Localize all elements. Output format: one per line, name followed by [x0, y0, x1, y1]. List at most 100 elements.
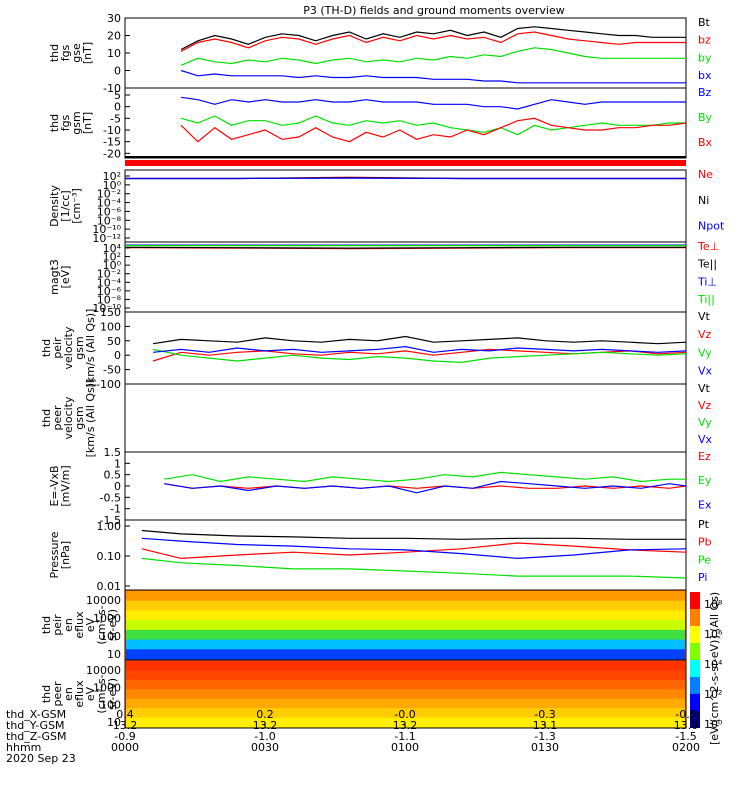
ytick-fgs-gse-0: -10 — [103, 82, 121, 95]
heatmap-band-ion-eflux-1 — [126, 600, 685, 611]
ytick-pressure-2: 0.01 — [97, 580, 122, 593]
series-fgs-gsm-By — [180, 115, 686, 136]
series-pressure-Pt — [141, 529, 686, 540]
ytick-e-field-2: -0.5 — [100, 491, 121, 504]
ytick-e-field-0: -1.5 — [100, 514, 121, 527]
ytick-fgs-gse-4: 30 — [107, 12, 121, 25]
ylabel-ion-velocity-3: gsm — [73, 336, 86, 359]
ytick-fgs-gse-1: 0 — [114, 65, 121, 78]
eph-col-3-0: -0.3 — [534, 708, 555, 721]
ytick-fgs-gsm-5: 5 — [114, 89, 121, 102]
ylabel-ion-velocity-4: [km/s (All Qs)] — [84, 309, 97, 388]
series-temperature-Te — [124, 246, 686, 249]
ylabel-pressure-1: [nPa] — [59, 541, 72, 569]
series-fgs-gse-bx — [180, 69, 686, 84]
ytick-e-field-5: 1 — [114, 457, 121, 470]
eph-col-4-2: -1.5 — [675, 730, 696, 743]
legend-density-1: Ni — [698, 194, 709, 207]
panel-frame-e-field — [124, 451, 687, 521]
eph-col-3-3: 0130 — [531, 741, 559, 754]
series-e-field-Ex — [164, 480, 687, 494]
heatmap-band-ion-eflux-5 — [126, 639, 685, 650]
ylabel-density-0: Density — [48, 185, 61, 227]
colorbar-seg-0 — [690, 592, 700, 609]
heatmap-band-ion-eflux-0 — [126, 591, 685, 602]
colorbar-seg-7 — [690, 711, 700, 728]
ylabel-fgs-gse-1: fgs — [59, 44, 72, 61]
ylabel-ion-eflux-0: thd — [40, 616, 53, 634]
ytick-temperature-1: 10² — [103, 251, 121, 264]
series-pressure-Pi — [141, 537, 687, 560]
ytick-e-field-6: 1.5 — [104, 446, 122, 459]
eph-col-4-3: 0200 — [672, 741, 700, 754]
ylabel-electron-velocity-1: peer — [51, 405, 64, 431]
panel-frame-electron-velocity — [124, 383, 687, 453]
colorbar-seg-3 — [690, 643, 700, 660]
legend-fgs-gse-0: Bt — [698, 16, 711, 29]
eph-col-1-2: -1.0 — [254, 730, 275, 743]
ytick-density-7: 10⁻¹² — [92, 232, 121, 245]
ytick-ion-velocity-2: 0 — [114, 349, 121, 362]
eph-col-1-0: 0.2 — [256, 708, 274, 721]
colorbar-tick-1: 10⁶ — [704, 628, 723, 641]
ytick-ion-velocity-5: 150 — [100, 306, 121, 319]
ytick-density-0: 10² — [103, 170, 121, 183]
ylabel-temperature-1: [eV] — [59, 266, 72, 289]
ylabel-pressure-0: Pressure — [48, 531, 61, 578]
heatmap-band-electron-eflux-0 — [126, 661, 685, 671]
ytick-e-field-3: 0 — [114, 480, 121, 493]
ytick-fgs-gsm-0: -20 — [103, 147, 121, 160]
legend-fgs-gse-3: bx — [698, 69, 712, 82]
heatmap-band-electron-eflux-3 — [126, 689, 685, 700]
ylabel-electron-velocity-4: [km/s (All Qs)] — [84, 379, 97, 458]
figure-title: P3 (TH-D) fields and ground moments over… — [303, 4, 565, 17]
heatmap-band-electron-eflux-1 — [126, 670, 685, 681]
panel-frame-temperature — [124, 241, 687, 313]
eph-col-0-2: -0.9 — [114, 730, 135, 743]
series-ion-velocity-Vx — [153, 345, 687, 353]
eph-col-0-0: 0.4 — [116, 708, 134, 721]
ylabel-ion-velocity-1: peir — [51, 337, 64, 359]
legend-pressure-0: Pt — [698, 518, 710, 531]
eph-col-2-0: -0.0 — [394, 708, 415, 721]
ytick-fgs-gse-2: 10 — [107, 47, 121, 60]
legend-fgs-gse-2: by — [698, 51, 712, 64]
legend-e-field-0: Ez — [698, 450, 711, 463]
eph-col-4-0: -0.5 — [675, 708, 696, 721]
legend-ion-velocity-2: Vy — [698, 346, 712, 359]
eph-label-x: thd_X-GSM — [6, 708, 66, 721]
ylabel-electron-eflux-0: thd — [40, 685, 53, 703]
ylabel-e-field-0: E=-VxB — [48, 465, 61, 506]
ytick-density-3: 10⁻⁴ — [97, 197, 122, 210]
ytick-pressure-0: 1.00 — [97, 520, 122, 533]
series-ion-velocity-Vy — [152, 348, 687, 364]
series-e-field-Ey — [164, 471, 686, 483]
legend-electron-velocity-2: Vy — [698, 416, 712, 429]
heatmap-band-ion-eflux-4 — [126, 629, 685, 641]
ylabel-fgs-gse-3: [nT] — [81, 42, 94, 64]
legend-temperature-0: Te⊥ — [697, 240, 719, 253]
series-pressure-Pb — [141, 542, 687, 560]
ytick-electron-eflux-2: 100 — [100, 699, 121, 712]
eph-label-y: thd_Y-GSM — [6, 719, 65, 732]
ylabel-electron-eflux-5: (cm²-s- — [95, 674, 108, 713]
ylabel-electron-velocity-2: velocity — [62, 396, 75, 439]
ytick-temperature-4: 10⁻⁴ — [97, 276, 122, 289]
ytick-temperature-0: 10⁴ — [103, 242, 122, 255]
series-fgs-gse-by — [180, 47, 686, 66]
ytick-ion-eflux-3: 10 — [107, 648, 121, 661]
colorbar-label: [eV/(cm^2-s-sr-eV)] (All Qs) — [708, 592, 721, 745]
ylabel-fgs-gsm-3: [nT] — [81, 112, 94, 134]
ylabel-ion-velocity-0: thd — [40, 339, 53, 357]
ylabel-temperature-0: magt3 — [48, 259, 61, 295]
ytick-ion-velocity-4: 100 — [100, 320, 121, 333]
ytick-fgs-gsm-1: -15 — [103, 136, 121, 149]
flag-bar-black — [125, 156, 686, 158]
ytick-temperature-7: 10⁻¹⁰ — [92, 302, 121, 315]
legend-electron-velocity-0: Vt — [698, 382, 711, 395]
panel-frame-pressure — [124, 519, 687, 591]
series-fgs-gse-bz — [180, 31, 686, 52]
eph-label-time: hhmm — [6, 741, 41, 754]
eph-label-z: thd_Z-GSM — [6, 730, 66, 743]
ytick-electron-eflux-1: 1000 — [93, 681, 121, 694]
